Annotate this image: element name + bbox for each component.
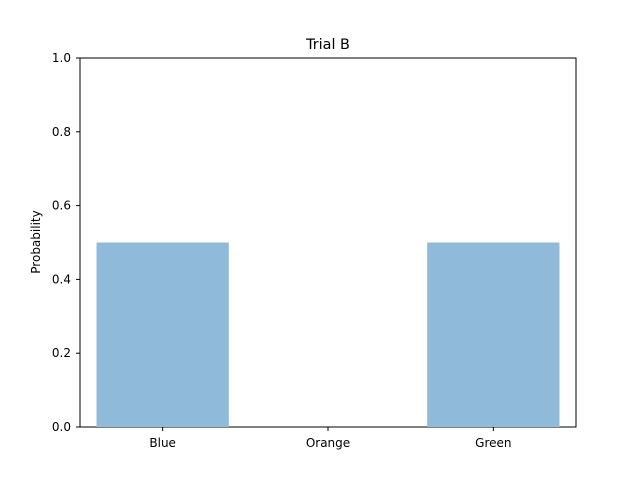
- y-tick-label: 0.4: [52, 272, 71, 286]
- y-tick-label: 0.0: [52, 420, 71, 434]
- y-axis: 0.0 0.2 0.4 0.6 0.8 1.0: [52, 51, 80, 434]
- y-tick-label: 0.6: [52, 199, 71, 213]
- y-tick-label: 0.2: [52, 346, 71, 360]
- x-axis: Blue Orange Green: [149, 427, 511, 450]
- bar-green: [427, 243, 559, 428]
- y-axis-label: Probability: [29, 210, 43, 273]
- x-tick-label: Blue: [149, 436, 176, 450]
- x-tick-label: Green: [475, 436, 511, 450]
- bars-layer: [97, 243, 560, 428]
- y-tick-label: 0.8: [52, 125, 71, 139]
- x-tick-label: Orange: [306, 436, 350, 450]
- y-tick-label: 1.0: [52, 51, 71, 65]
- bar-blue: [97, 243, 229, 428]
- chart-title: Trial B: [305, 37, 350, 53]
